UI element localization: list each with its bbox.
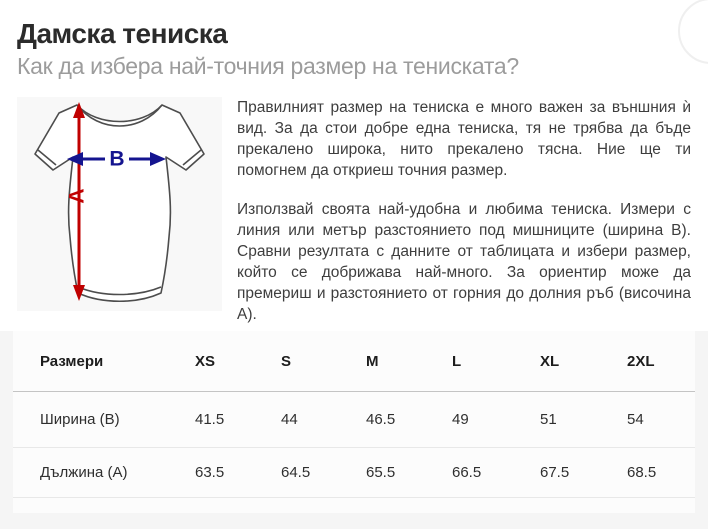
tshirt-measurement-figure: A B [17, 97, 222, 311]
width-l: 49 [452, 391, 540, 448]
page-title: Дамска тениска [17, 18, 228, 49]
length-xs: 63.5 [195, 447, 281, 498]
intro-paragraph-2: Използвай своята най-удобна и любима тен… [237, 201, 691, 323]
page-subtitle: Как да избера най-точния размер на тенис… [17, 53, 519, 80]
header-m: M [366, 331, 452, 392]
table-row-length: Дължина (A) 63.5 64.5 65.5 66.5 67.5 68.… [13, 447, 695, 498]
length-s: 64.5 [281, 447, 366, 498]
size-table-header-row: Размери XS S M L XL 2XL [13, 331, 695, 392]
table-row-width: Ширина (B) 41.5 44 46.5 49 51 54 [13, 391, 695, 448]
size-table: Размери XS S M L XL 2XL Ширина (B) 41.5 … [13, 331, 695, 498]
width-arrow: B [67, 148, 166, 171]
width-xs: 41.5 [195, 391, 281, 448]
length-l: 66.5 [452, 447, 540, 498]
height-arrow-top-head [73, 102, 85, 118]
intro-text: Правилният размер на тениска е много важ… [237, 97, 691, 325]
header-l: L [452, 331, 540, 392]
header-xl: XL [540, 331, 627, 392]
row-label-length: Дължина (A) [13, 447, 195, 498]
header-2xl: 2XL [627, 331, 695, 392]
header-s: S [281, 331, 366, 392]
size-table-card: Размери XS S M L XL 2XL Ширина (B) 41.5 … [13, 331, 695, 513]
width-label: B [109, 148, 124, 171]
width-2xl: 54 [627, 391, 695, 448]
height-arrow-bottom-head [73, 285, 85, 301]
header-xs: XS [195, 331, 281, 392]
header-sizes: Размери [13, 331, 195, 392]
width-arrow-left-head [67, 152, 83, 166]
length-xl: 67.5 [540, 447, 627, 498]
row-label-width: Ширина (B) [13, 391, 195, 448]
height-arrow: A [66, 102, 89, 301]
length-2xl: 68.5 [627, 447, 695, 498]
height-label: A [66, 188, 89, 203]
length-m: 65.5 [366, 447, 452, 498]
size-table-section: Размери XS S M L XL 2XL Ширина (B) 41.5 … [0, 331, 708, 529]
width-arrow-right-head [150, 152, 166, 166]
width-s: 44 [281, 391, 366, 448]
tshirt-diagram: A B [34, 102, 205, 303]
intro-section: A B Правилният размер на тениска е много… [17, 97, 691, 325]
tshirt-outline [34, 104, 205, 303]
size-guide-header: Дамска тениска Как да избера най-точния … [0, 0, 708, 81]
width-xl: 51 [540, 391, 627, 448]
width-m: 46.5 [366, 391, 452, 448]
intro-paragraph-1: Правилният размер на тениска е много важ… [237, 99, 691, 179]
